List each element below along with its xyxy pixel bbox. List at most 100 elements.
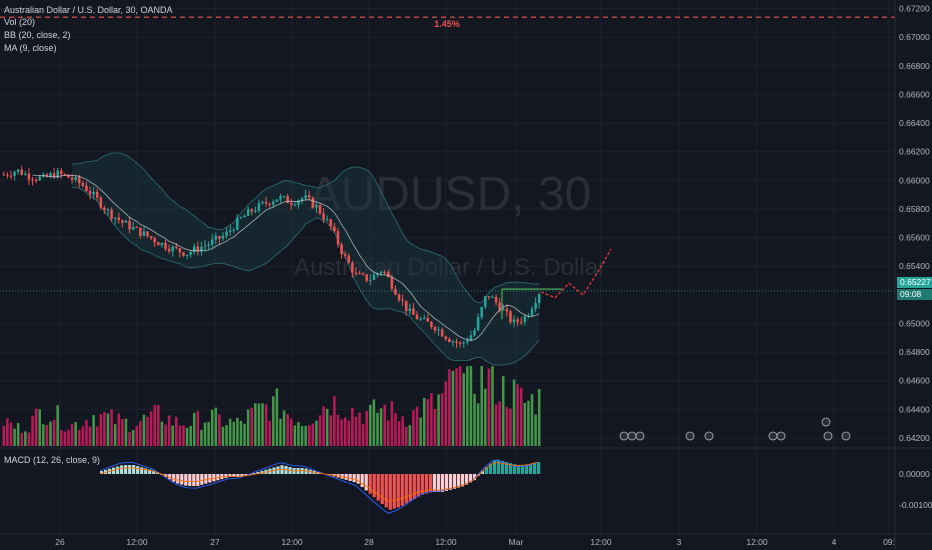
candle-body <box>354 272 358 274</box>
macd-histogram-bar <box>228 474 232 477</box>
candle-body <box>361 273 365 275</box>
volume-bar <box>232 421 236 446</box>
candle-body <box>246 209 250 216</box>
candle-body <box>99 197 103 208</box>
x-tick-label: Mar <box>509 537 524 547</box>
candle-body <box>192 246 196 253</box>
candle-body <box>358 273 361 275</box>
macd-histogram-bar <box>204 474 208 484</box>
volume-bar <box>480 366 483 446</box>
macd-histogram-bar <box>344 474 348 480</box>
candle-body <box>232 229 236 231</box>
bollinger-bands <box>72 152 540 366</box>
event-marker-icon[interactable] <box>635 431 645 441</box>
ma-legend[interactable]: MA (9, close) <box>4 43 57 53</box>
event-marker-icon[interactable] <box>821 417 831 427</box>
bb-lower <box>72 186 540 366</box>
macd-histogram-bar <box>144 468 148 474</box>
macd-histogram-bar <box>156 472 160 474</box>
candle-body <box>31 179 34 181</box>
event-marker-icon[interactable] <box>619 431 629 441</box>
volume-bar <box>31 415 34 446</box>
volume-bar <box>519 387 523 446</box>
event-marker-icon[interactable] <box>627 431 637 441</box>
candle-body <box>433 327 437 331</box>
volume-bar <box>494 404 498 446</box>
volume-bar <box>505 407 509 446</box>
volume-bar <box>171 425 174 446</box>
signal-line <box>99 461 538 502</box>
candle-body <box>171 246 174 252</box>
event-marker-icon[interactable] <box>841 431 851 441</box>
macd-histogram-bar <box>420 474 424 495</box>
volume-bar <box>103 412 106 446</box>
candle-body <box>121 220 124 223</box>
event-marker-icon[interactable] <box>776 431 786 441</box>
candle-body <box>365 274 368 281</box>
macd-histogram-bar <box>496 459 501 474</box>
volume-bar <box>207 422 210 446</box>
candle-body <box>448 339 451 342</box>
candle-body <box>430 321 433 328</box>
volume-bar <box>293 425 297 446</box>
volume-bar <box>397 421 401 446</box>
volume-bar <box>340 419 343 446</box>
candle-body <box>157 242 160 246</box>
volume-bar <box>282 410 286 446</box>
macd-histogram-bar <box>252 473 256 474</box>
macd-histogram-bar <box>220 474 224 480</box>
y-tick-label: 0.66000 <box>899 175 930 185</box>
macd-histogram-bar <box>148 469 152 474</box>
candle-body <box>218 236 221 239</box>
y-tick-label: 0.65400 <box>899 261 930 271</box>
event-marker-icon[interactable] <box>685 431 695 441</box>
symbol-title[interactable]: Australian Dollar / U.S. Dollar, 30, OAN… <box>4 5 173 15</box>
economic-events[interactable] <box>619 417 851 441</box>
candle-body <box>494 296 498 303</box>
y-tick-label: 0.64400 <box>899 404 930 414</box>
macd-histogram-bar <box>140 467 144 474</box>
volume-bar <box>491 366 494 446</box>
bollinger-legend[interactable]: BB (20, close, 2) <box>4 30 71 40</box>
volume-bar <box>6 418 9 446</box>
macd-line <box>99 459 538 514</box>
candle-body <box>236 217 239 230</box>
candle-body <box>128 220 131 230</box>
volume-bar <box>257 403 261 446</box>
volume-bar <box>419 417 422 446</box>
volume-bar <box>390 401 394 446</box>
candle-timer-label: 09:08 <box>897 289 932 300</box>
candle-body <box>239 217 243 219</box>
candle-body <box>60 170 63 175</box>
volume-bar <box>52 419 56 446</box>
macd-histogram-bar <box>456 474 461 488</box>
volume-bar <box>290 418 293 446</box>
volume-bar <box>81 426 85 446</box>
candle-body <box>45 174 49 177</box>
macd-histogram-bar <box>472 474 477 481</box>
macd-pane <box>99 459 541 514</box>
volume-bar <box>135 425 139 446</box>
event-marker-icon[interactable] <box>704 431 714 441</box>
candle-body <box>480 307 483 318</box>
macd-histogram-bar <box>360 474 364 488</box>
volume-bar <box>157 404 160 446</box>
volume-bar <box>422 397 426 446</box>
event-marker-icon[interactable] <box>823 431 833 441</box>
candle-body <box>315 205 318 208</box>
volume-bar <box>38 409 41 446</box>
x-tick-label: 12:00 <box>435 537 457 547</box>
volume-bar <box>537 389 541 446</box>
candle-body <box>113 217 117 219</box>
volume-bar <box>146 416 149 446</box>
candle-body <box>185 254 189 256</box>
event-marker-icon[interactable] <box>768 431 778 441</box>
candle-body <box>387 272 390 278</box>
volume-bar <box>430 393 433 446</box>
macd-histogram-bar <box>500 460 505 474</box>
macd-legend[interactable]: MACD (12, 26, close, 9) <box>4 455 101 465</box>
volume-legend[interactable]: Vol (20) <box>4 17 36 27</box>
candle-body <box>88 191 92 195</box>
